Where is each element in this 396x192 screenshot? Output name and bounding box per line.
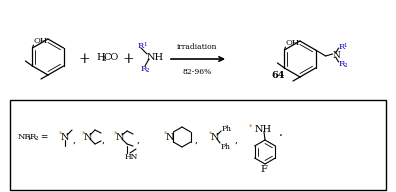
Text: 82-96%: 82-96% (183, 68, 211, 76)
Text: *: * (82, 131, 86, 137)
Text: irradiation: irradiation (177, 43, 217, 51)
Text: OH: OH (33, 37, 48, 45)
Text: 64: 64 (271, 71, 285, 80)
Text: ,: , (234, 136, 238, 145)
Text: 1: 1 (27, 136, 30, 141)
Text: N: N (84, 132, 92, 142)
Text: *: * (209, 131, 213, 137)
Bar (10, 100, 386, 190)
Text: 2: 2 (101, 55, 106, 63)
Text: R: R (138, 42, 144, 50)
Text: ,: , (101, 136, 105, 145)
Text: H: H (96, 52, 105, 61)
Text: N: N (61, 132, 69, 142)
Text: N: N (333, 50, 341, 60)
Text: Ph: Ph (222, 125, 232, 133)
Text: Ph: Ph (221, 143, 231, 151)
Text: ,: , (72, 136, 76, 145)
Text: OH: OH (286, 39, 300, 47)
Text: F: F (261, 165, 267, 174)
Text: +: + (78, 52, 90, 66)
Text: N: N (116, 132, 124, 142)
Text: R: R (30, 133, 36, 141)
Text: =: = (38, 132, 48, 142)
Text: 1: 1 (344, 43, 347, 48)
Text: NR: NR (18, 133, 32, 141)
Text: ,: , (137, 136, 139, 145)
Text: 1: 1 (143, 42, 147, 47)
Text: ,: , (194, 136, 198, 145)
Text: NH: NH (255, 126, 272, 135)
Text: CO: CO (104, 52, 119, 61)
Text: *: * (114, 131, 118, 137)
Text: R: R (339, 43, 345, 51)
Text: NH: NH (147, 52, 164, 61)
Text: .: . (279, 127, 283, 140)
Text: *: * (164, 131, 168, 137)
Text: R: R (339, 60, 345, 68)
Text: +: + (122, 52, 134, 66)
Text: 2: 2 (344, 63, 347, 68)
Text: 2: 2 (35, 136, 38, 141)
Text: *: * (249, 124, 253, 130)
Text: N: N (211, 132, 219, 142)
Text: R: R (141, 65, 147, 73)
Text: 2: 2 (146, 68, 150, 73)
Text: N: N (166, 132, 174, 142)
Text: *: * (59, 131, 63, 137)
Text: HN: HN (125, 153, 138, 161)
